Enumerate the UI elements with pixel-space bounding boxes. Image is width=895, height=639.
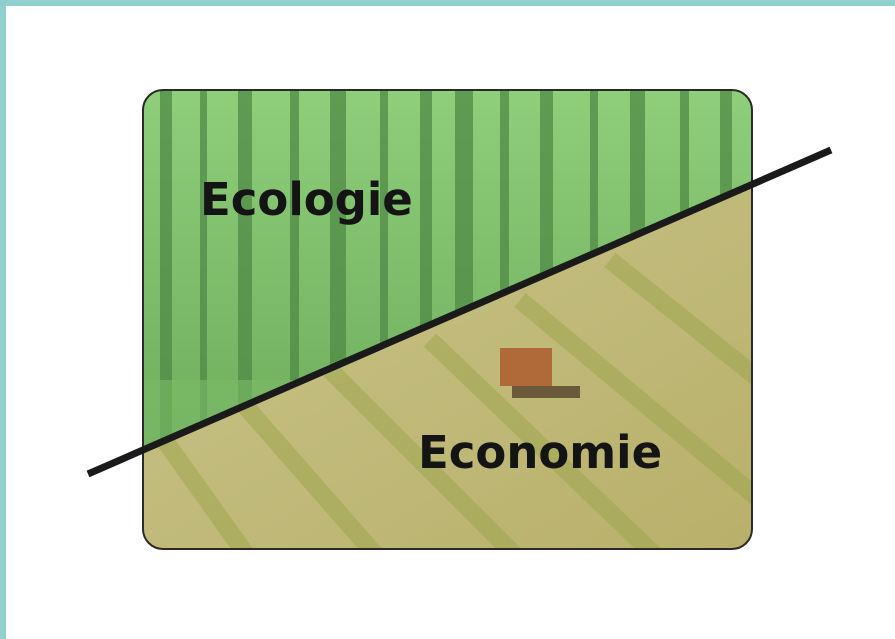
ecology-label: Ecologie [200,173,413,226]
top-border [0,0,895,6]
economy-label: Economie [418,426,662,479]
slide: Ecologie Economie [0,0,895,639]
photo [143,90,760,560]
page: Ecologie Economie (() => { const data = … [0,0,895,639]
left-border [0,0,6,639]
